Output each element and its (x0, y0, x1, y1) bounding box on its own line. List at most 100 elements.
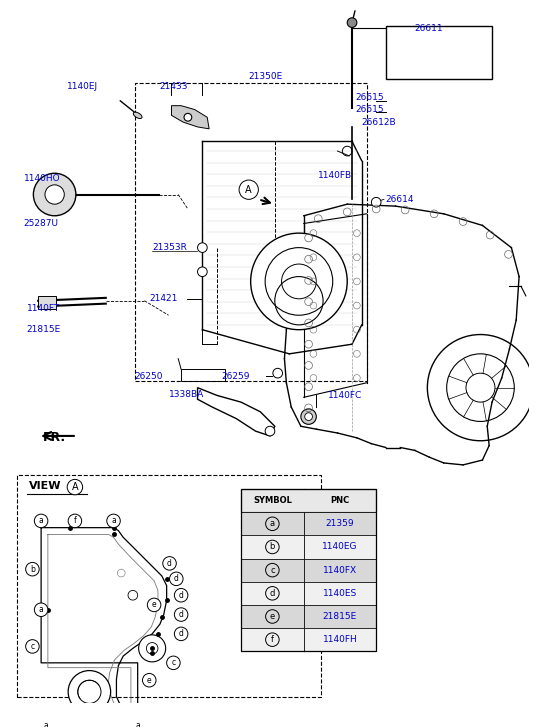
Circle shape (239, 180, 258, 199)
Circle shape (34, 603, 48, 616)
Bar (241, 628, 304, 651)
Bar (304, 628, 376, 651)
Bar (181, 369, 224, 381)
Circle shape (131, 719, 144, 727)
Text: c: c (270, 566, 275, 574)
Bar (135, 84, 366, 381)
Text: f: f (74, 516, 76, 526)
Text: 21421: 21421 (149, 294, 178, 303)
Circle shape (273, 369, 282, 378)
Text: b: b (30, 565, 35, 574)
Text: 21359: 21359 (325, 519, 355, 529)
Circle shape (174, 588, 188, 602)
Text: 1338BA: 1338BA (168, 390, 204, 399)
Circle shape (174, 608, 188, 622)
Text: 1140EJ: 1140EJ (67, 82, 98, 91)
Circle shape (128, 590, 138, 600)
Text: e: e (147, 675, 152, 685)
Text: d: d (167, 559, 172, 568)
Circle shape (34, 514, 48, 528)
Text: d: d (174, 574, 179, 583)
Polygon shape (172, 105, 209, 129)
Text: VIEW: VIEW (29, 481, 61, 491)
Text: 21815E: 21815E (323, 612, 357, 621)
Circle shape (371, 198, 381, 207)
Text: 1140FC: 1140FC (328, 391, 362, 400)
Text: 26612B: 26612B (362, 118, 397, 126)
Circle shape (305, 413, 313, 420)
Circle shape (266, 587, 279, 600)
Text: f: f (271, 635, 274, 644)
Bar (241, 489, 376, 513)
Text: a: a (39, 516, 44, 526)
Text: d: d (179, 630, 183, 638)
Bar (241, 489, 376, 651)
Circle shape (169, 572, 183, 585)
Circle shape (163, 557, 176, 570)
Text: d: d (179, 610, 183, 619)
Circle shape (266, 563, 279, 577)
Circle shape (197, 267, 207, 276)
Text: 21815E: 21815E (26, 325, 61, 334)
Text: a: a (111, 516, 116, 526)
Circle shape (26, 640, 39, 653)
Text: a: a (135, 721, 140, 727)
Text: c: c (171, 659, 175, 667)
Text: 26615: 26615 (355, 105, 384, 114)
Bar (304, 605, 376, 628)
Text: 1140FH: 1140FH (323, 635, 357, 644)
Circle shape (266, 517, 279, 531)
Circle shape (184, 113, 192, 121)
Text: A: A (245, 185, 252, 195)
Text: 26250: 26250 (135, 371, 163, 380)
Circle shape (347, 17, 357, 28)
Text: 26615: 26615 (355, 94, 384, 103)
Circle shape (197, 243, 207, 252)
Bar (241, 558, 304, 582)
Text: 21350E: 21350E (249, 72, 283, 81)
Ellipse shape (133, 112, 142, 119)
Bar (241, 582, 304, 605)
Text: 25287U: 25287U (24, 219, 59, 228)
Bar (38, 296, 55, 310)
Text: PNC: PNC (330, 496, 350, 505)
Circle shape (147, 598, 161, 611)
Text: 1140ES: 1140ES (323, 589, 357, 598)
Bar (304, 513, 376, 535)
Circle shape (266, 633, 279, 646)
Text: 26611: 26611 (415, 24, 443, 33)
Text: a: a (44, 721, 48, 727)
Text: SYMBOL: SYMBOL (253, 496, 292, 505)
Text: 1140FB: 1140FB (318, 171, 352, 180)
Circle shape (266, 610, 279, 623)
Bar (241, 535, 304, 558)
Text: 21353R: 21353R (152, 243, 187, 252)
Bar (17, 475, 321, 696)
Circle shape (143, 673, 156, 687)
Text: b: b (270, 542, 275, 552)
Circle shape (265, 426, 275, 436)
Text: d: d (270, 589, 275, 598)
Text: e: e (152, 601, 157, 609)
Text: d: d (179, 591, 183, 600)
Text: 1140FT: 1140FT (26, 304, 60, 313)
Text: c: c (30, 642, 34, 651)
Text: 1140EG: 1140EG (322, 542, 358, 552)
Circle shape (301, 409, 316, 425)
Circle shape (67, 479, 83, 495)
Circle shape (39, 719, 53, 727)
Text: FR.: FR. (43, 431, 66, 443)
Bar (304, 582, 376, 605)
Text: 26259: 26259 (222, 371, 250, 380)
Circle shape (251, 233, 347, 330)
Bar (241, 605, 304, 628)
Text: a: a (39, 606, 44, 614)
Circle shape (266, 540, 279, 554)
Circle shape (45, 185, 64, 204)
Text: A: A (72, 482, 78, 492)
Circle shape (68, 514, 82, 528)
Text: 21433: 21433 (159, 82, 187, 91)
Bar (386, 25, 492, 79)
Circle shape (26, 563, 39, 576)
Circle shape (33, 173, 76, 216)
